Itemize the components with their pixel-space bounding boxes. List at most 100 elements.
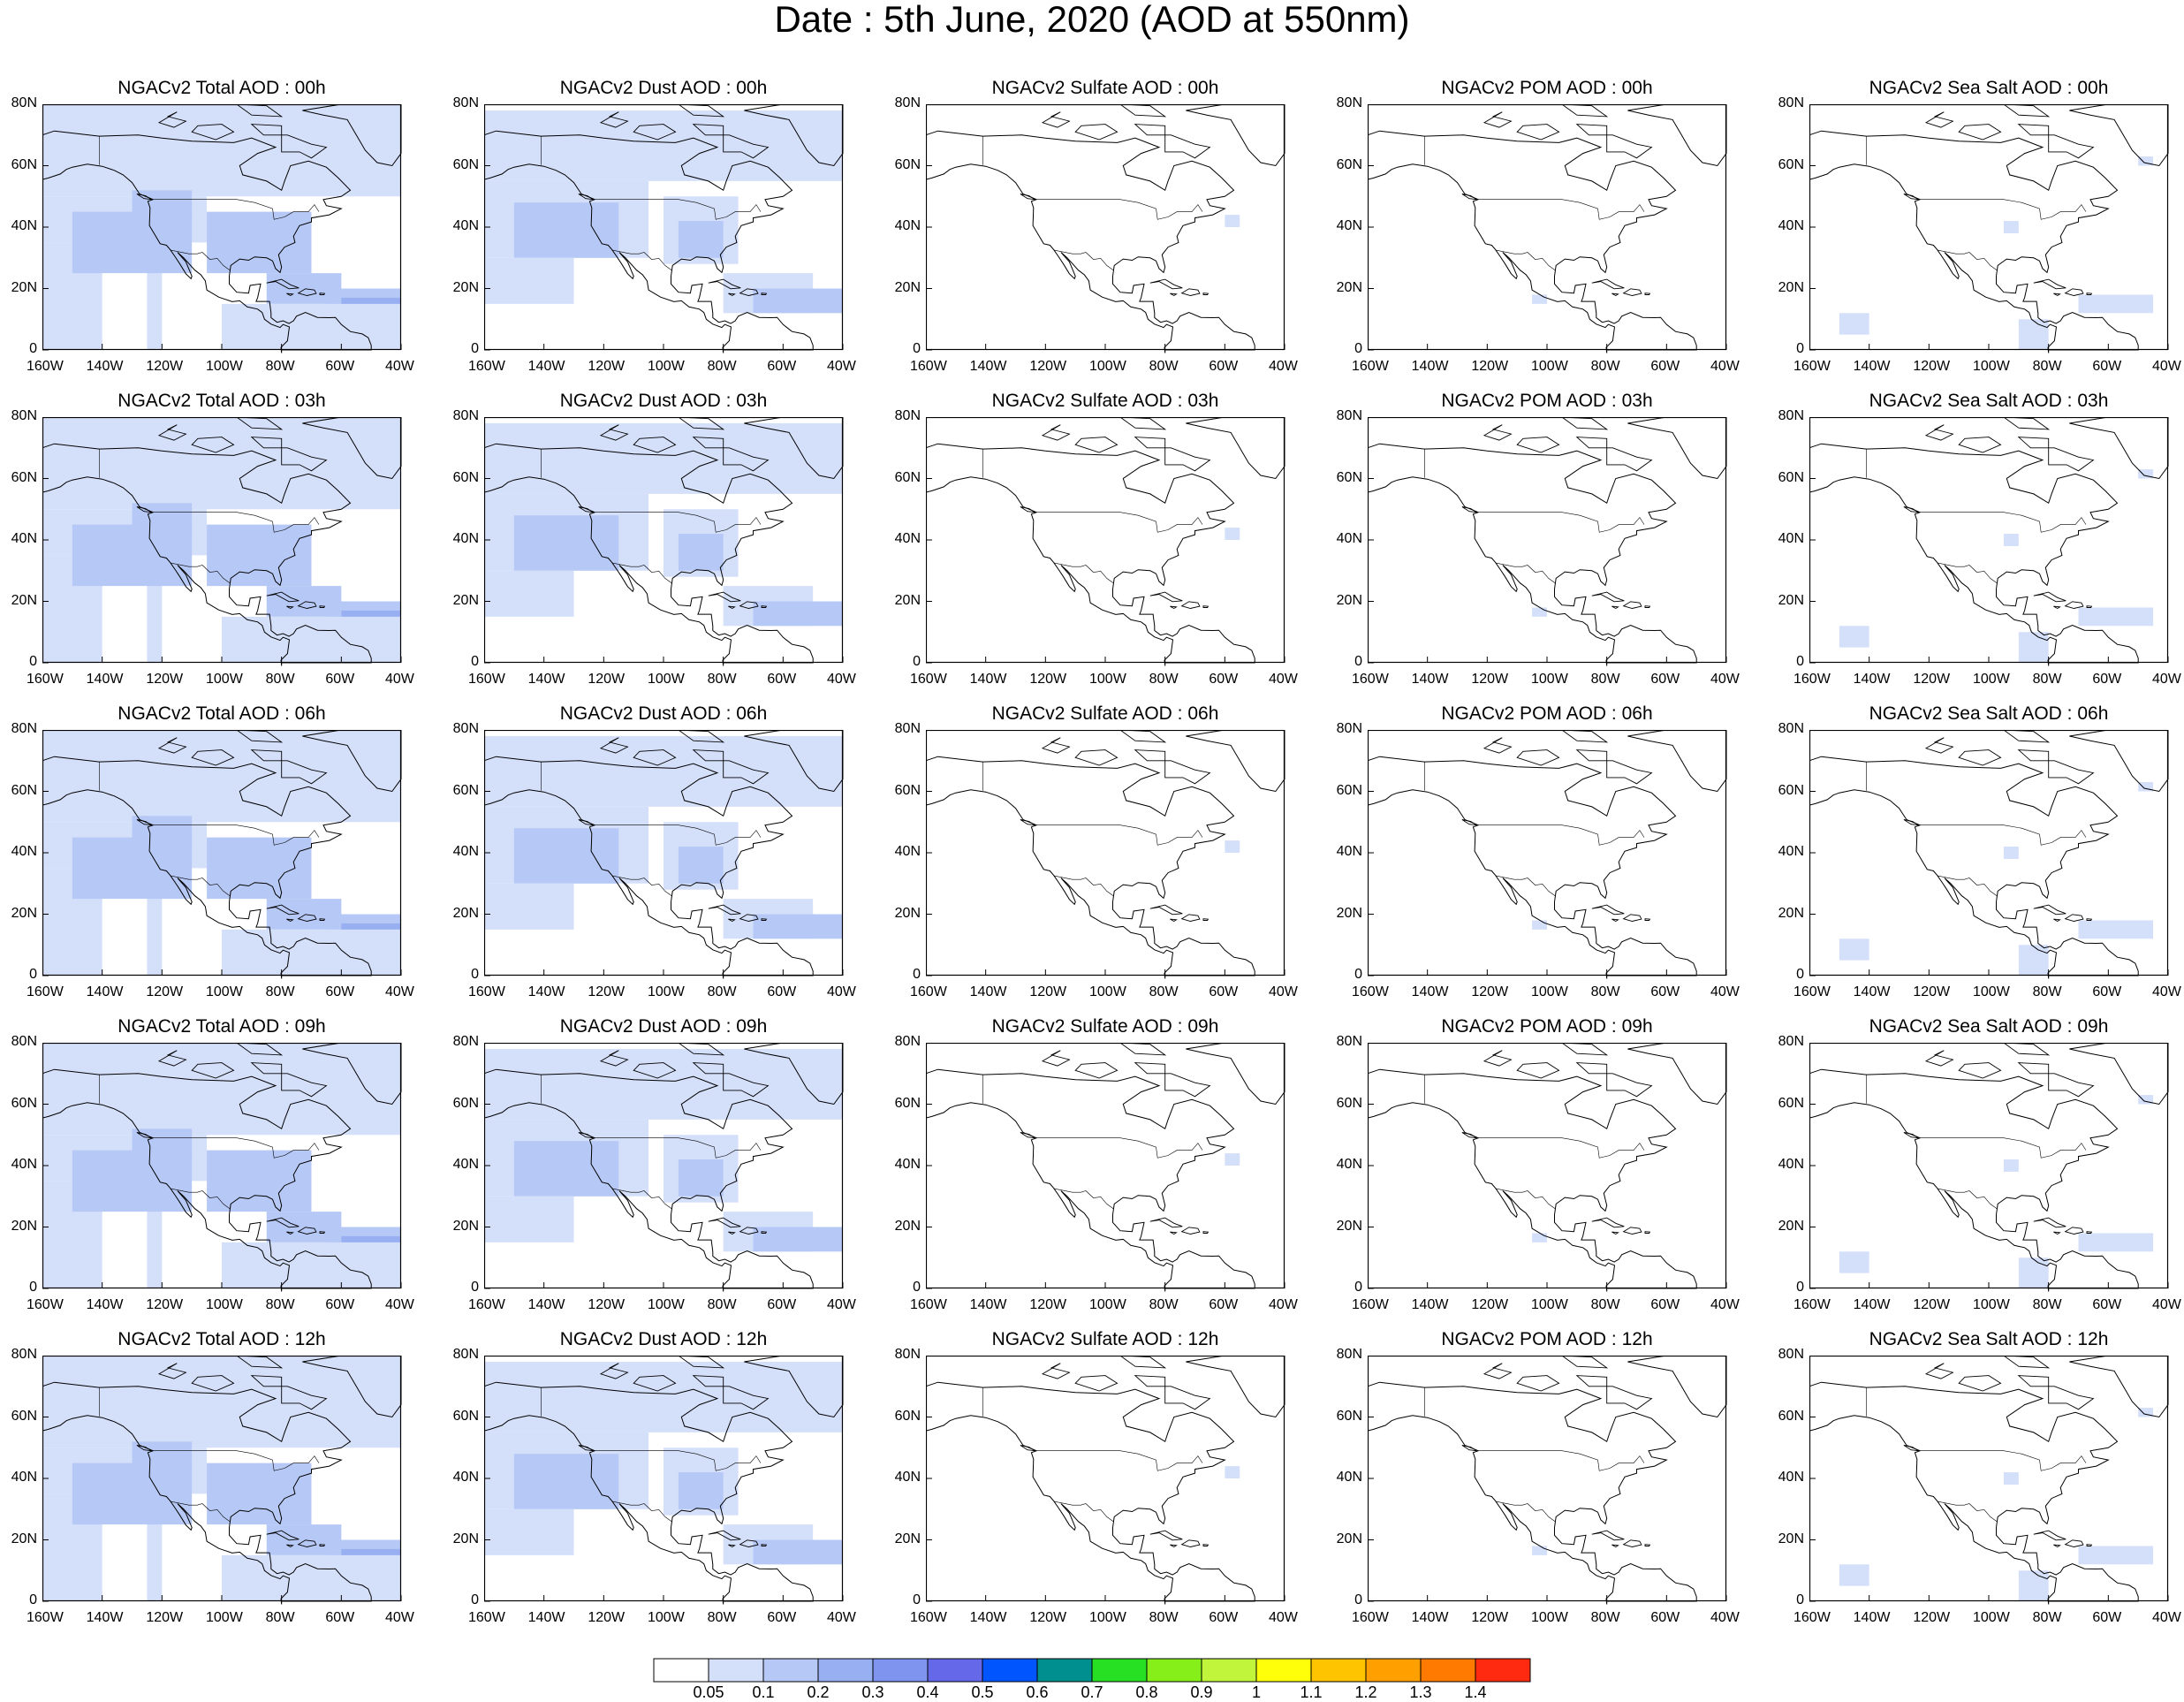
aod-cell (222, 1242, 401, 1288)
island-outline (2017, 749, 2095, 785)
x-tick-label: 160W (468, 984, 505, 999)
island-outline (578, 819, 594, 826)
x-tick-label: 160W (468, 359, 505, 374)
x-tick-label: 80W (707, 1610, 737, 1625)
y-tick-label: 20N (894, 592, 921, 608)
y-tick-label: 60N (11, 156, 37, 172)
aod-cell (2138, 1095, 2154, 1105)
aod-cell (2138, 156, 2154, 166)
aod-field (1839, 469, 2154, 663)
y-tick-label: 20N (11, 1531, 37, 1546)
x-tick-label: 140W (1853, 672, 1891, 687)
panel-title: NGACv2 POM AOD : 12h (1441, 1329, 1653, 1349)
x-tick-label: 80W (1149, 984, 1179, 999)
coastline (926, 443, 1255, 666)
x-tick-label: 60W (1650, 672, 1680, 687)
y-tick-label: 80N (452, 95, 479, 110)
island-outline (1924, 424, 1954, 441)
y-tick-label: 40N (1336, 531, 1362, 546)
island-outline (2064, 914, 2084, 922)
aod-cell (1532, 920, 1547, 930)
colorbar-label: 1 (1251, 1683, 1262, 1701)
island-outline (728, 293, 736, 297)
y-tick-label: 40N (1336, 1157, 1362, 1172)
coastline (1368, 756, 1697, 979)
aod-cell (102, 586, 148, 663)
y-tick-label: 0 (1796, 654, 1804, 669)
x-tick-label: 140W (969, 1610, 1007, 1625)
island-outline (739, 914, 759, 922)
x-tick-label: 40W (1710, 672, 1740, 687)
island-outline (708, 1217, 741, 1228)
island-outline (1074, 437, 1119, 453)
map-panel-dust-12h (484, 1356, 844, 1605)
y-tick-label: 80N (452, 1034, 479, 1049)
country-border (1054, 1188, 1114, 1210)
x-tick-label: 140W (86, 1610, 124, 1625)
y-tick-label: 0 (29, 1280, 37, 1295)
y-tick-label: 20N (11, 279, 37, 295)
island-outline (1170, 605, 1178, 610)
colorbar-swatch (872, 1658, 929, 1683)
country-border (612, 875, 672, 897)
island-outline (678, 1356, 725, 1369)
country-border (1478, 824, 1645, 846)
map-panel-total-09h (42, 1043, 402, 1292)
y-tick-label: 40N (1778, 1157, 1804, 1172)
island-outline (2003, 730, 2051, 743)
coastline-greenland (744, 730, 844, 793)
aod-cell (2138, 782, 2154, 792)
map-panel-dust-00h (484, 104, 844, 353)
map-panel-pom-03h (1368, 417, 1727, 666)
x-tick-label: 160W (27, 672, 64, 687)
island-outline (191, 1375, 235, 1392)
island-outline (2086, 918, 2093, 921)
y-tick-label: 40N (11, 218, 37, 233)
x-tick-label: 120W (1029, 672, 1067, 687)
y-tick-label: 20N (1336, 279, 1362, 295)
island-outline (191, 437, 235, 453)
island-outline (1119, 104, 1167, 118)
country-border (1036, 199, 1203, 220)
colorbar-swatch (708, 1658, 764, 1683)
x-tick-label: 40W (385, 672, 414, 687)
island-outline (761, 918, 768, 921)
island-outline (157, 424, 187, 441)
map-panel-pom-09h (1368, 1043, 1727, 1292)
x-tick-label: 60W (325, 984, 355, 999)
country-border (171, 1188, 231, 1210)
country-border (1920, 824, 2087, 846)
y-tick-label: 20N (1336, 592, 1362, 608)
y-tick-label: 80N (894, 95, 921, 110)
island-outline (728, 605, 736, 610)
x-tick-label: 40W (827, 1297, 856, 1312)
y-tick-label: 80N (11, 1347, 37, 1362)
island-outline (1958, 1062, 2002, 1079)
island-outline (2086, 1544, 2093, 1546)
y-tick-label: 60N (11, 1408, 37, 1424)
country-border (1036, 824, 1203, 846)
x-tick-label: 60W (767, 672, 797, 687)
x-tick-label: 60W (1209, 672, 1239, 687)
island-outline (578, 506, 594, 513)
x-tick-label: 100W (1973, 672, 2010, 687)
country-border (612, 562, 672, 584)
map-panel-total-12h (42, 1356, 402, 1605)
island-outline (1611, 1544, 1619, 1548)
island-outline (1461, 1445, 1477, 1452)
island-outline (2003, 104, 2051, 118)
y-tick-label: 0 (1354, 1280, 1362, 1295)
x-tick-label: 60W (1650, 1297, 1680, 1312)
x-tick-label: 80W (1149, 1297, 1179, 1312)
island-outline (250, 1375, 328, 1410)
panel-title: NGACv2 Dust AOD : 12h (559, 1329, 768, 1349)
coastline-greenland (2069, 1043, 2169, 1106)
island-outline (1483, 1363, 1513, 1379)
island-outline (708, 591, 741, 603)
aod-cell (236, 847, 297, 884)
island-outline (692, 124, 770, 159)
aod-cell (2138, 469, 2154, 479)
island-outline (1644, 918, 1651, 921)
x-tick-label: 60W (2092, 1610, 2122, 1625)
x-tick-label: 100W (206, 672, 243, 687)
